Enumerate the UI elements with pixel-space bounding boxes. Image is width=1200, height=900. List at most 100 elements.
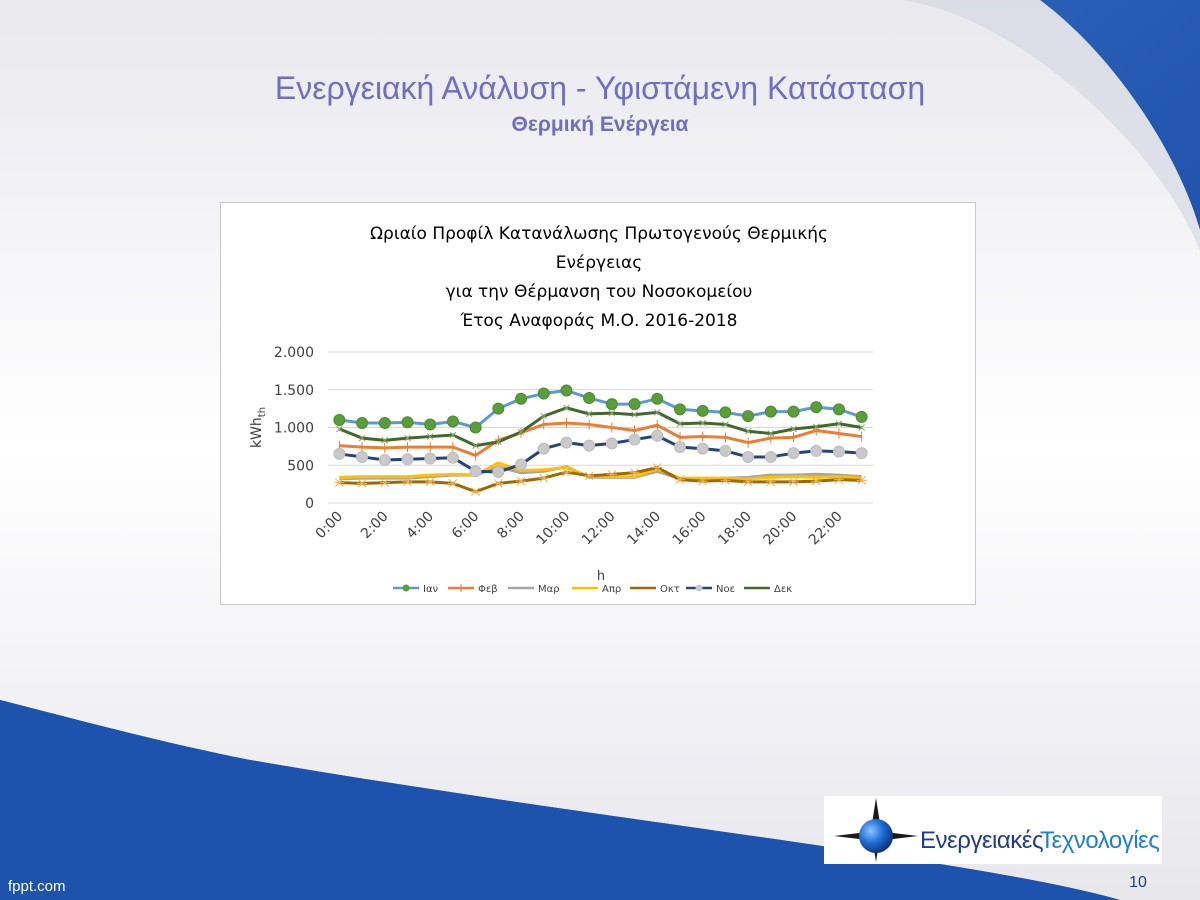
legend-label: Μαρ xyxy=(538,584,560,595)
data-point xyxy=(629,468,640,478)
data-point xyxy=(810,401,823,414)
data-point xyxy=(833,475,844,484)
data-point xyxy=(719,444,732,457)
data-point xyxy=(538,473,549,483)
data-point xyxy=(606,469,617,479)
compass-globe-icon xyxy=(834,798,918,862)
x-tick-label: 12:00 xyxy=(579,509,619,549)
data-point xyxy=(472,442,479,449)
data-point xyxy=(561,467,572,477)
y-tick-label: 2.000 xyxy=(274,345,314,361)
x-tick-label: 14:00 xyxy=(624,509,664,549)
data-point xyxy=(492,466,505,479)
data-point xyxy=(811,476,822,486)
series-line xyxy=(339,421,862,457)
data-point xyxy=(764,450,777,463)
legend-label: Φεβ xyxy=(478,584,498,595)
legend-label: Οκτ xyxy=(660,584,680,595)
data-point xyxy=(585,410,593,418)
page-number: 10 xyxy=(1129,874,1147,891)
data-point xyxy=(719,406,732,419)
data-point xyxy=(334,478,345,487)
data-point xyxy=(810,444,823,457)
data-point xyxy=(787,447,800,460)
data-point xyxy=(560,436,573,449)
data-point xyxy=(743,477,754,487)
data-point xyxy=(426,433,434,440)
data-point xyxy=(560,384,573,397)
legend-label: Δεκ xyxy=(774,584,792,595)
slide-title: Ενεργειακή Ανάλυση - Υφιστάμενη Κατάστασ… xyxy=(274,70,926,106)
data-point xyxy=(515,392,528,405)
data-point xyxy=(722,421,729,428)
chart-title-line: Έτος Αναφοράς Μ.Ο. 2016-2018 xyxy=(460,311,738,331)
data-point xyxy=(651,429,664,442)
series-line xyxy=(338,406,862,448)
data-point xyxy=(744,427,752,435)
footer-brand: fppt.com xyxy=(8,878,66,895)
data-point xyxy=(628,433,641,446)
x-tick-label: 10:00 xyxy=(533,509,573,549)
data-point xyxy=(788,477,799,487)
data-point xyxy=(469,421,482,434)
data-point xyxy=(517,428,525,436)
data-point xyxy=(424,418,437,431)
x-tick-label: 20:00 xyxy=(760,509,800,549)
data-point xyxy=(404,434,411,442)
data-point xyxy=(674,475,685,484)
x-tick-label: 18:00 xyxy=(715,509,755,549)
x-tick-label: 4:00 xyxy=(403,509,437,543)
data-point xyxy=(856,475,867,485)
company-logo: Ενεργειακές Τεχνολογίες xyxy=(824,796,1162,864)
y-tick-label: 500 xyxy=(287,458,314,474)
data-point xyxy=(832,403,845,416)
y-tick-label: 1.000 xyxy=(274,421,314,437)
data-point xyxy=(563,404,570,412)
legend-label: Νοε xyxy=(716,584,735,595)
legend-label: Ιαν xyxy=(423,584,439,595)
data-point xyxy=(336,425,343,433)
data-point xyxy=(379,478,390,487)
x-axis-label: h xyxy=(597,569,605,584)
data-point xyxy=(812,423,820,431)
data-point xyxy=(492,402,505,415)
data-point xyxy=(446,415,459,428)
data-point xyxy=(401,416,414,429)
data-point xyxy=(583,439,596,452)
y-tick-label: 1.500 xyxy=(274,383,314,399)
data-point xyxy=(605,398,618,411)
x-tick-label: 2:00 xyxy=(358,509,392,543)
data-point xyxy=(515,458,528,471)
data-point xyxy=(699,419,707,427)
data-point xyxy=(537,387,550,400)
data-point xyxy=(673,441,686,454)
legend-marker xyxy=(695,584,703,592)
data-point xyxy=(446,451,459,464)
data-point xyxy=(628,398,641,411)
data-point xyxy=(540,412,548,420)
data-point xyxy=(493,479,504,488)
data-point xyxy=(402,477,413,487)
data-point xyxy=(357,479,368,488)
logo-text-secondary: Τεχνολογίες xyxy=(1040,827,1160,854)
data-point xyxy=(696,404,709,417)
x-tick-label: 8:00 xyxy=(494,509,528,543)
legend-label: Απρ xyxy=(602,584,621,595)
data-point xyxy=(720,475,731,485)
data-point xyxy=(469,465,482,478)
data-point xyxy=(651,392,664,405)
data-point xyxy=(832,445,845,458)
data-point xyxy=(378,416,391,429)
chart-title-line: Ενέργειας xyxy=(556,253,642,273)
series-line xyxy=(339,466,862,494)
y-tick-label: 0 xyxy=(305,496,314,512)
data-point xyxy=(401,453,414,466)
x-tick-label: 0:00 xyxy=(313,509,347,543)
chart-title-line: για την Θέρμανση του Νοσοκομείου xyxy=(446,282,753,302)
x-tick-label: 6:00 xyxy=(449,509,483,543)
data-point xyxy=(605,437,618,450)
data-point xyxy=(584,471,595,481)
data-point xyxy=(333,447,346,460)
data-point xyxy=(790,425,797,433)
data-point xyxy=(676,420,684,428)
